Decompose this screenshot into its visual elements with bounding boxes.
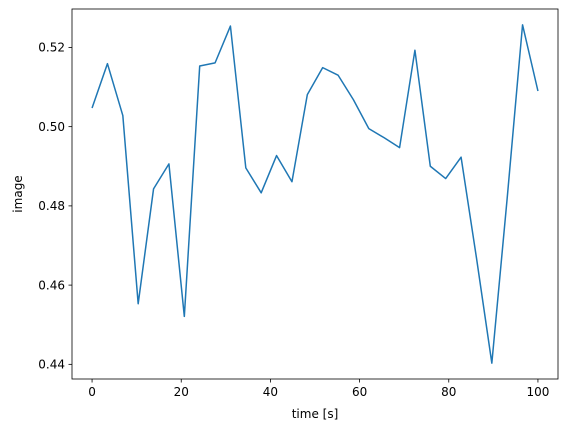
plot-area — [91, 24, 539, 364]
y-tick-label: 0.50 — [38, 120, 65, 134]
axis-ticks: 0 20 40 60 80 100 0.44 0.46 0.48 0.50 0.52 — [38, 41, 549, 399]
x-tick-label: 100 — [526, 385, 549, 399]
x-axis-label: time [s] — [292, 407, 339, 421]
x-tick-label: 60 — [352, 385, 367, 399]
y-tick-label: 0.46 — [38, 278, 65, 292]
series-line-0 — [91, 24, 539, 364]
x-tick-label: 20 — [174, 385, 189, 399]
y-tick-label: 0.52 — [38, 41, 65, 55]
x-tick-label: 0 — [88, 385, 96, 399]
x-tick-label: 80 — [441, 385, 456, 399]
x-tick-label: 40 — [263, 385, 278, 399]
axes-frame — [71, 8, 559, 380]
y-tick-label: 0.48 — [38, 199, 65, 213]
y-tick-label: 0.44 — [38, 358, 65, 372]
y-axis-label: image — [11, 175, 25, 212]
